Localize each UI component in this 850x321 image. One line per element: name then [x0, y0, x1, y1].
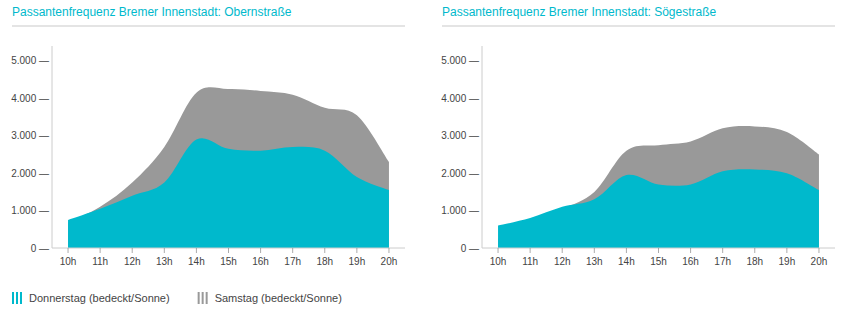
y-axis-line	[52, 46, 53, 248]
x-tick-label: 10h	[490, 256, 507, 267]
x-tick-label: 12h	[554, 256, 571, 267]
x-tick-label: 11h	[92, 256, 108, 267]
y-tick-label: 4.000 —	[11, 93, 49, 104]
x-tick	[530, 248, 531, 253]
y-tick-label: 0 —	[31, 243, 49, 254]
y-tick-label: 4.000 —	[441, 93, 479, 104]
x-tick	[68, 248, 69, 253]
x-tick	[260, 248, 261, 253]
y-tick-label: 1.000 —	[441, 205, 479, 216]
y-tick-label: 3.000 —	[11, 130, 49, 141]
x-tick-label: 18h	[746, 256, 763, 267]
title-separator	[12, 26, 405, 27]
x-tick	[818, 248, 819, 253]
x-tick	[690, 248, 691, 253]
x-tick	[100, 248, 101, 253]
y-tick-label: 3.000 —	[441, 130, 479, 141]
x-tick-label: 16h	[252, 256, 269, 267]
y-axis-line	[482, 46, 483, 248]
legend-swatch-bar	[16, 292, 18, 304]
x-tick	[228, 248, 229, 253]
y-tick-label: 5.000 —	[441, 55, 479, 66]
x-tick	[562, 248, 563, 253]
y-tick-label: 0 —	[461, 243, 479, 254]
x-tick-label: 19h	[779, 256, 796, 267]
series-area	[498, 169, 819, 248]
legend-swatch	[198, 292, 208, 304]
x-tick	[132, 248, 133, 253]
chart-figure: Passantenfrequenz Bremer Innenstadt: Obe…	[0, 0, 850, 321]
x-tick	[722, 248, 723, 253]
x-tick-label: 10h	[60, 256, 77, 267]
x-tick-label: 15h	[650, 256, 667, 267]
x-tick	[498, 248, 499, 253]
x-tick-label: 12h	[124, 256, 141, 267]
x-tick	[594, 248, 595, 253]
x-tick	[388, 248, 389, 253]
x-tick-label: 14h	[188, 256, 205, 267]
x-tick	[658, 248, 659, 253]
legend-swatch-bar	[20, 292, 22, 304]
y-tick-label: 2.000 —	[441, 168, 479, 179]
x-tick-label: 17h	[714, 256, 731, 267]
series-area	[68, 138, 389, 248]
legend-label: Donnerstag (bedeckt/Sonne)	[29, 292, 170, 304]
chart-title: Passantenfrequenz Bremer Innenstadt: Sög…	[442, 5, 716, 19]
x-tick-label: 15h	[220, 256, 237, 267]
x-tick-label: 14h	[618, 256, 635, 267]
x-tick	[196, 248, 197, 253]
x-tick-label: 13h	[586, 256, 603, 267]
panel: Passantenfrequenz Bremer Innenstadt: Obe…	[11, 5, 405, 267]
x-tick	[324, 248, 325, 253]
x-tick-label: 20h	[811, 256, 828, 267]
x-tick	[626, 248, 627, 253]
legend-swatch-bar	[206, 292, 208, 304]
y-tick-label: 2.000 —	[11, 168, 49, 179]
x-tick-label: 20h	[381, 256, 398, 267]
title-separator	[442, 26, 835, 27]
x-tick	[292, 248, 293, 253]
legend-label: Samstag (bedeckt/Sonne)	[215, 292, 342, 304]
x-tick	[164, 248, 165, 253]
x-tick-label: 17h	[284, 256, 301, 267]
series-group	[68, 87, 389, 248]
x-tick-label: 13h	[156, 256, 173, 267]
y-tick-label: 5.000 —	[11, 55, 49, 66]
legend-swatch-bar	[202, 292, 204, 304]
legend: Donnerstag (bedeckt/Sonne) Samstag (bedec…	[12, 292, 342, 304]
panel: Passantenfrequenz Bremer Innenstadt: Sög…	[441, 5, 835, 267]
x-tick-label: 11h	[522, 256, 538, 267]
legend-swatch-bar	[198, 292, 200, 304]
series-area	[68, 87, 389, 248]
chart-title: Passantenfrequenz Bremer Innenstadt: Obe…	[12, 5, 292, 19]
x-tick	[356, 248, 357, 253]
series-group	[498, 126, 819, 248]
legend-swatch	[12, 292, 22, 304]
x-tick-label: 16h	[682, 256, 699, 267]
series-area	[498, 126, 819, 248]
legend-swatch-bar	[12, 292, 14, 304]
y-tick-label: 1.000 —	[11, 205, 49, 216]
x-tick	[754, 248, 755, 253]
x-tick-label: 19h	[349, 256, 366, 267]
x-tick	[786, 248, 787, 253]
x-tick-label: 18h	[316, 256, 333, 267]
